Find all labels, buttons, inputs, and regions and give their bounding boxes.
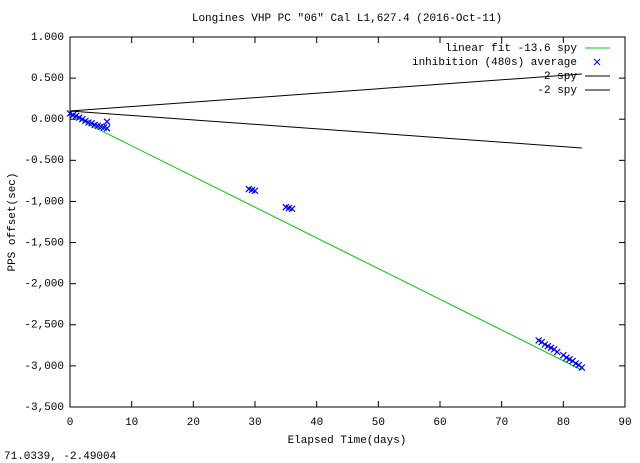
- y-tick-label: 1.000: [31, 32, 64, 44]
- data-point: [553, 348, 561, 356]
- y-tick-label: -1,500: [24, 237, 64, 249]
- x-tick-label: 40: [310, 417, 323, 429]
- x-axis-label: Elapsed Time(days): [288, 435, 407, 447]
- legend-label: inhibition (480s) average: [412, 57, 577, 69]
- legend-label: 2 spy: [544, 71, 577, 83]
- series-line: [69, 114, 583, 371]
- data-point: [251, 187, 259, 195]
- data-point: [288, 205, 296, 213]
- series-line: [69, 73, 582, 112]
- legend-swatch: [593, 58, 601, 66]
- data-point: [103, 124, 111, 132]
- data-point: [103, 118, 111, 126]
- series-line: [69, 110, 582, 149]
- x-tick-label: 90: [618, 417, 631, 429]
- y-tick-label: -1,000: [24, 196, 64, 208]
- y-tick-label: 0.500: [31, 73, 64, 85]
- plot-border: [69, 36, 626, 408]
- y-tick-label: -3,500: [24, 402, 64, 414]
- y-tick-label: -3,000: [24, 361, 64, 373]
- y-axis-label: PPS offset(sec): [7, 172, 19, 271]
- x-tick-label: 80: [557, 417, 570, 429]
- x-tick-label: 60: [433, 417, 446, 429]
- y-tick-label: 0.000: [31, 114, 64, 126]
- chart-title: Longines VHP PC "06" Cal L1,627.4 (2016-…: [192, 13, 502, 25]
- status-text: 71.0339, -2.49004: [4, 451, 117, 463]
- x-tick-label: 50: [372, 417, 385, 429]
- x-tick-label: 70: [495, 417, 508, 429]
- legend-label: -2 spy: [537, 85, 577, 97]
- data-point: [578, 364, 586, 371]
- legend-label: linear fit -13.6 spy: [445, 43, 577, 55]
- y-tick-label: -2,500: [24, 320, 64, 332]
- y-tick-label: -0.500: [24, 155, 64, 167]
- x-tick-label: 10: [125, 417, 138, 429]
- x-tick-label: 20: [187, 417, 200, 429]
- y-tick-label: -2,000: [24, 279, 64, 291]
- x-tick-label: 0: [67, 417, 74, 429]
- x-tick-label: 30: [248, 417, 261, 429]
